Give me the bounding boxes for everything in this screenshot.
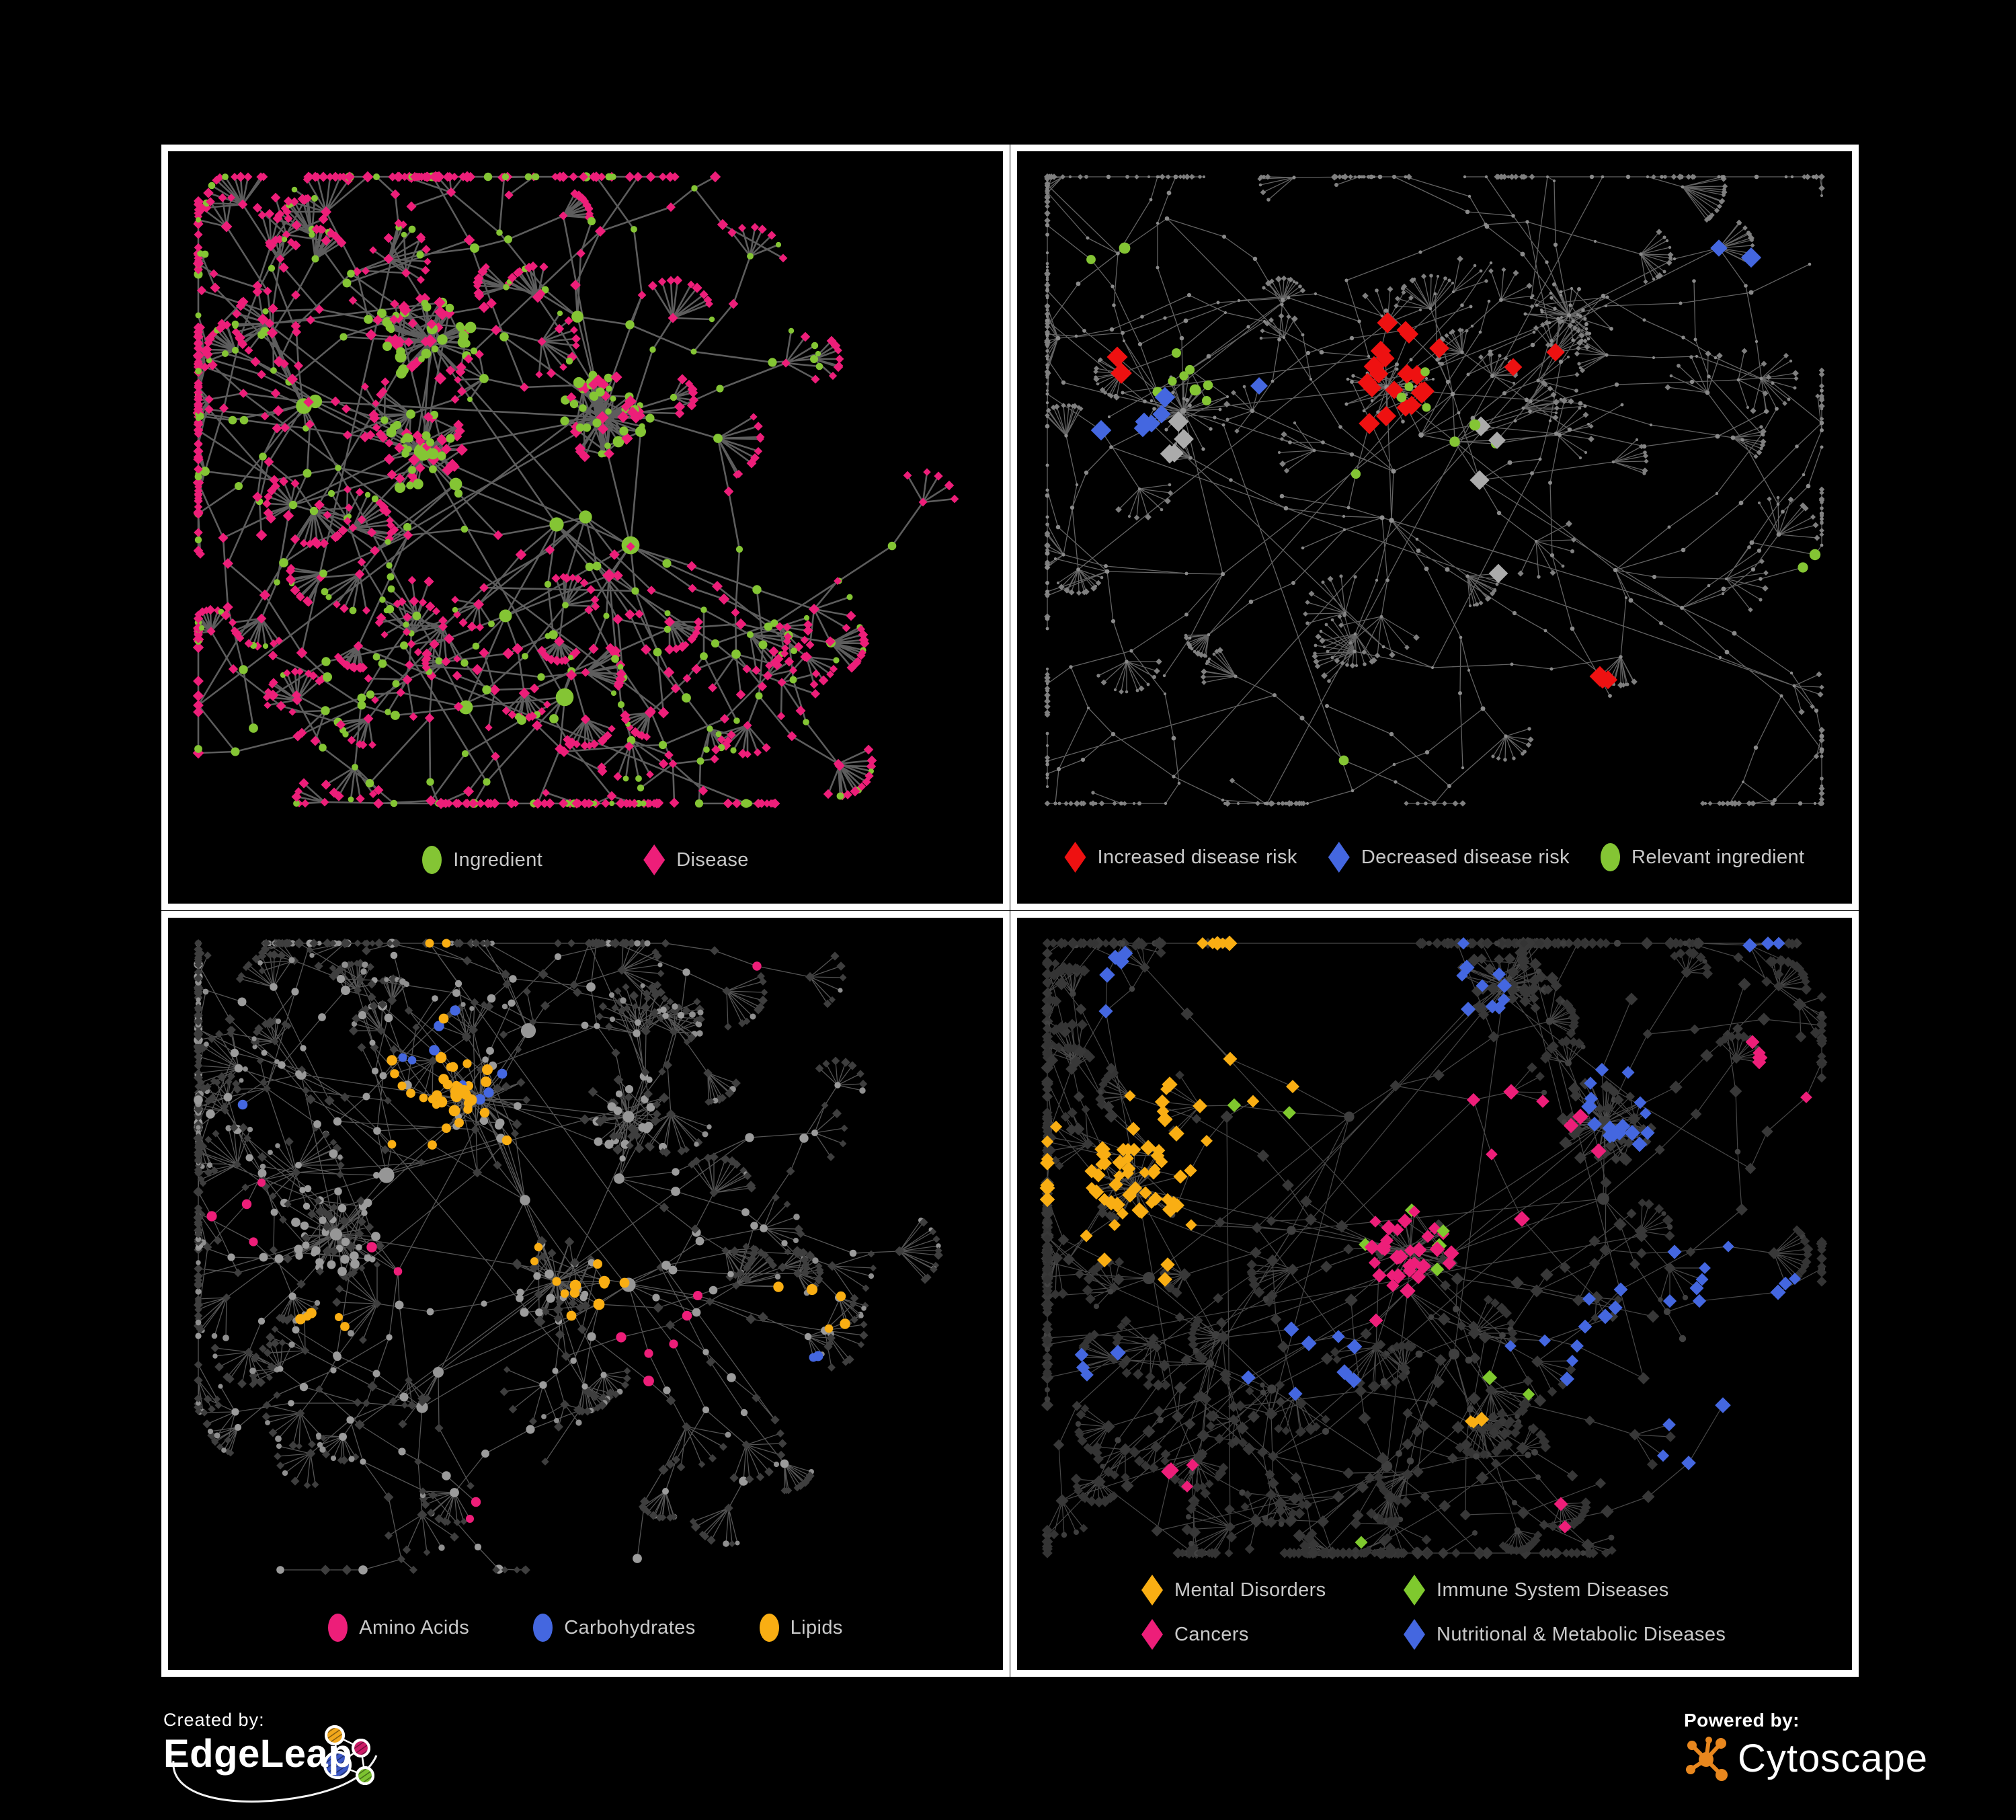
legend-label: Amino Acids (359, 1616, 470, 1638)
legend-label: Lipids (790, 1616, 843, 1638)
legend-label: Cancers (1174, 1623, 1249, 1645)
cytoscape-branding: Powered by: Cytosc (1684, 1710, 1928, 1782)
panel-disease-risk-network: Increased disease risk Decreased disease … (1010, 145, 1859, 910)
legend-disease-classes: Mental Disorders Immune System Diseases Ca… (1141, 1575, 1726, 1650)
legend-label: Immune System Diseases (1437, 1579, 1669, 1601)
created-by-label: Created by: (163, 1710, 265, 1730)
legend-item-nutritional-metabolic-diseases: Nutritional & Metabolic Diseases (1404, 1619, 1726, 1650)
legend-label: Ingredient (453, 848, 543, 871)
legend-item-amino-acids: Amino Acids (328, 1614, 469, 1642)
legend-item-relevant-ingredient: Relevant ingredient (1601, 843, 1804, 871)
legend-marker-circle-icon (422, 846, 442, 874)
legend-marker-diamond-icon (1404, 1619, 1425, 1650)
legend-marker-circle-icon (533, 1614, 553, 1642)
legend-marker-circle-icon (1601, 843, 1621, 871)
legend-label: Mental Disorders (1174, 1579, 1326, 1601)
network-graph-ingredient-disease (192, 171, 959, 809)
legend-ingredient-disease: Ingredient Disease (168, 844, 1003, 875)
legend-marker-diamond-icon (643, 844, 666, 875)
legend-marker-circle-icon (328, 1614, 348, 1642)
legend-marker-diamond-icon (1404, 1575, 1425, 1606)
panel-nutrient-classes-network: Amino Acids Carbohydrates Lipids (161, 911, 1010, 1677)
network-graph-nutrient-classes (193, 938, 944, 1575)
powered-by-label: Powered by: (1684, 1710, 1800, 1731)
legend-label: Disease (676, 848, 749, 871)
legend-item-increased-disease-risk: Increased disease risk (1064, 842, 1297, 873)
legend-marker-diamond-icon (1141, 1575, 1163, 1606)
legend-nutrient-classes: Amino Acids Carbohydrates Lipids (168, 1614, 1003, 1642)
panel-disease-classes-network: Mental Disorders Immune System Diseases Ca… (1010, 911, 1859, 1677)
legend-item-lipids: Lipids (759, 1614, 843, 1642)
legend-item-cancers: Cancers (1141, 1619, 1404, 1650)
legend-disease-risk: Increased disease risk Decreased disease … (1017, 842, 1852, 873)
legend-marker-diamond-icon (1328, 842, 1350, 873)
legend-item-ingredient: Ingredient (422, 846, 542, 874)
legend-marker-diamond-icon (1064, 842, 1086, 873)
legend-marker-diamond-icon (1141, 1619, 1163, 1650)
legend-marker-circle-icon (759, 1614, 779, 1642)
network-graph-disease-classes (1039, 935, 1828, 1560)
legend-item-carbohydrates: Carbohydrates (533, 1614, 695, 1642)
legend-item-disease: Disease (643, 844, 749, 875)
edgeleap-wordmark: EdgeLeap (163, 1732, 353, 1776)
legend-label: Increased disease risk (1097, 846, 1297, 868)
legend-item-decreased-disease-risk: Decreased disease risk (1328, 842, 1570, 873)
legend-label: Relevant ingredient (1631, 846, 1805, 868)
legend-label: Decreased disease risk (1361, 846, 1570, 868)
cytoscape-wordmark: Cytoscape (1738, 1736, 1929, 1780)
panel-ingredient-disease-network: Ingredient Disease (161, 145, 1010, 910)
legend-item-mental-disorders: Mental Disorders (1141, 1575, 1404, 1606)
legend-item-immune-system-diseases: Immune System Diseases (1404, 1575, 1726, 1606)
network-graph-disease-risk (1044, 173, 1825, 807)
legend-label: Nutritional & Metabolic Diseases (1437, 1623, 1726, 1645)
cytoscape-logo-icon (1686, 1737, 1728, 1781)
legend-label: Carbohydrates (564, 1616, 696, 1638)
edgeleap-branding: Created by: (163, 1710, 378, 1803)
